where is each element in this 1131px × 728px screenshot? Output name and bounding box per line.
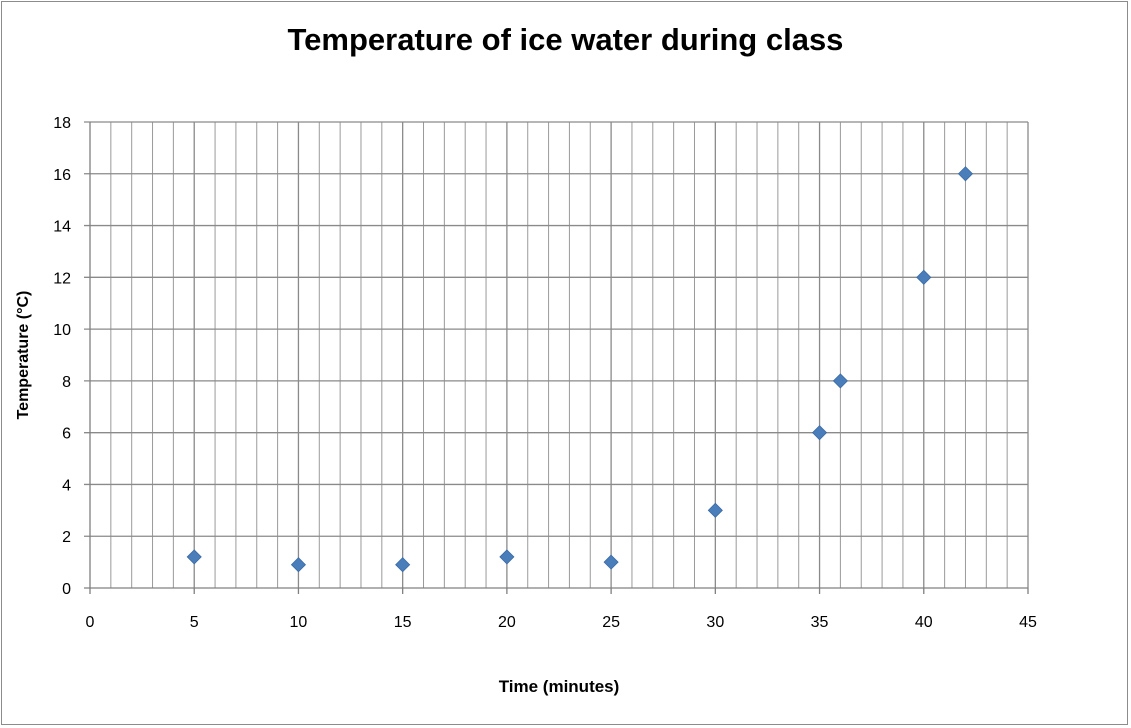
y-tick-label: 6 bbox=[62, 426, 71, 443]
data-point bbox=[290, 557, 307, 573]
data-point bbox=[395, 557, 411, 573]
x-tick-label: 15 bbox=[394, 614, 412, 631]
y-tick-label: 10 bbox=[53, 322, 71, 339]
data-point bbox=[603, 554, 619, 570]
data-point bbox=[957, 166, 974, 182]
y-tick-label: 0 bbox=[62, 581, 71, 598]
y-tick-label: 18 bbox=[53, 115, 71, 132]
axes bbox=[84, 122, 1029, 594]
x-tick-label: 35 bbox=[811, 614, 829, 631]
minor-gridlines bbox=[110, 122, 1008, 588]
y-tick-label: 2 bbox=[62, 529, 71, 546]
x-tick-label: 25 bbox=[602, 614, 620, 631]
data-point bbox=[499, 549, 515, 565]
data-point bbox=[916, 269, 932, 285]
x-tick-label: 30 bbox=[706, 614, 724, 631]
y-tick-label: 16 bbox=[53, 167, 71, 184]
chart-title: Temperature of ice water during class bbox=[287, 22, 844, 57]
data-points bbox=[186, 166, 974, 573]
data-point bbox=[186, 549, 202, 565]
major-gridlines bbox=[84, 121, 1029, 588]
data-point bbox=[832, 373, 848, 389]
x-tick-label: 0 bbox=[86, 614, 95, 631]
y-tick-label: 8 bbox=[62, 374, 71, 391]
x-tick-label: 45 bbox=[1019, 614, 1037, 631]
data-point bbox=[707, 502, 723, 518]
y-tick-label: 4 bbox=[62, 477, 71, 494]
x-axis-label: Time (minutes) bbox=[498, 677, 620, 696]
y-tick-label: 14 bbox=[53, 219, 71, 236]
x-tick-label: 5 bbox=[190, 614, 199, 631]
data-point bbox=[811, 425, 828, 441]
x-tick-label: 40 bbox=[915, 614, 933, 631]
x-tick-label: 20 bbox=[498, 614, 516, 631]
x-tick-label: 10 bbox=[290, 614, 308, 631]
x-tick-labels: 0 5 10 15 20 25 30 35 40 45 bbox=[86, 614, 1037, 631]
y-tick-labels: 0 2 4 6 8 10 12 14 16 18 bbox=[53, 115, 71, 598]
y-tick-label: 12 bbox=[53, 270, 71, 287]
